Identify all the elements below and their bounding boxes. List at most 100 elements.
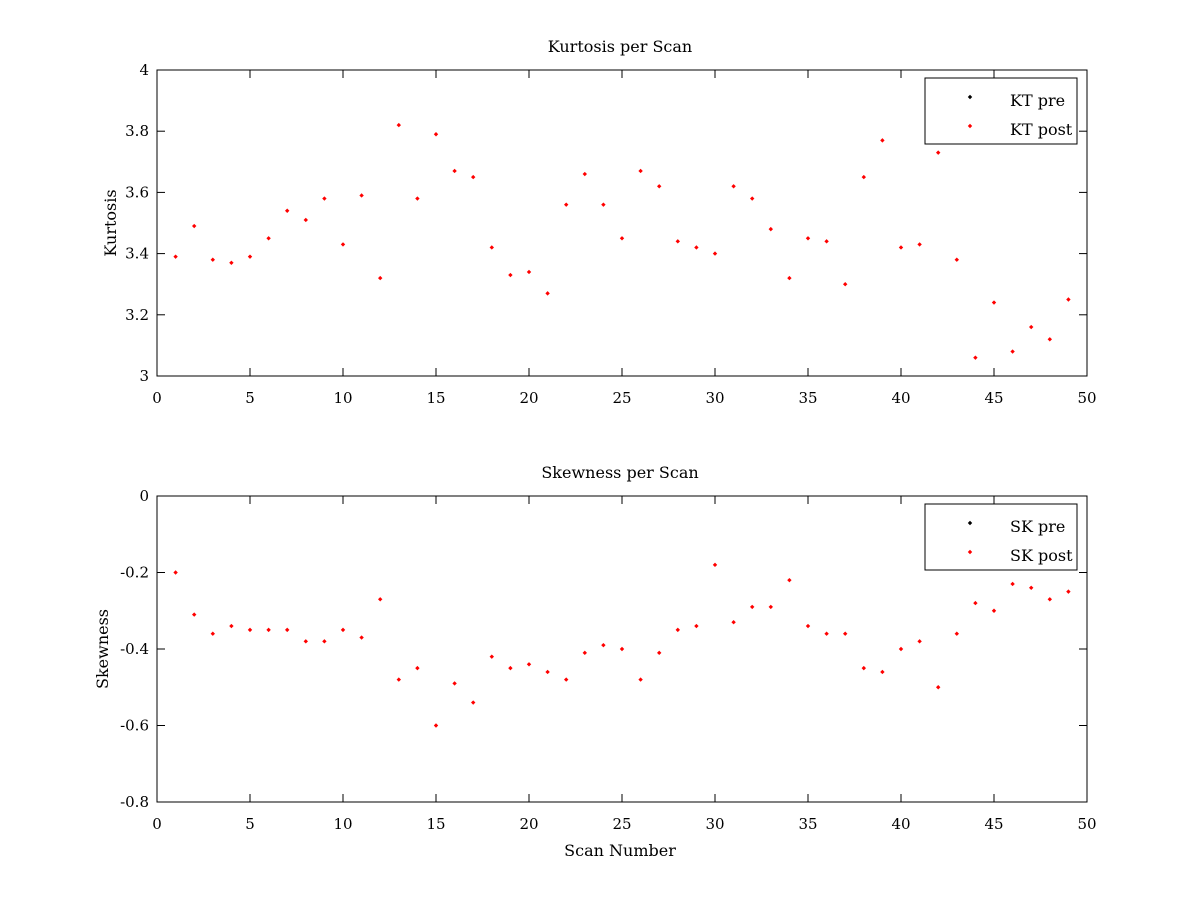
kurtosis-data-point bbox=[489, 245, 494, 250]
skewness-x-axis-label: Scan Number bbox=[564, 841, 676, 860]
kurtosis-x-tick-label: 10 bbox=[333, 389, 352, 407]
kurtosis-x-tick-label: 5 bbox=[245, 389, 255, 407]
kurtosis-y-tick-label: 3.2 bbox=[125, 306, 149, 324]
kurtosis-data-point bbox=[285, 208, 290, 213]
kurtosis-data-point bbox=[415, 196, 420, 201]
skewness-data-point bbox=[973, 600, 978, 606]
kurtosis-data-point bbox=[861, 174, 866, 180]
skewness-data-point bbox=[508, 665, 513, 671]
skewness-data-point bbox=[266, 627, 271, 633]
skewness-data-point bbox=[415, 665, 420, 671]
kurtosis-x-tick-label: 45 bbox=[984, 389, 1003, 407]
skewness-data-point bbox=[843, 631, 848, 636]
skewness-x-tick-label: 45 bbox=[984, 815, 1003, 833]
skewness-data-point bbox=[526, 662, 532, 667]
skewness-data-point bbox=[601, 642, 606, 648]
kurtosis-data-point bbox=[1047, 337, 1052, 342]
skewness-data-point bbox=[247, 627, 253, 633]
skewness-data-point bbox=[619, 646, 625, 652]
kurtosis-data-point bbox=[601, 202, 606, 207]
kurtosis-data-points bbox=[173, 122, 1071, 360]
kurtosis-data-point bbox=[694, 245, 699, 250]
kurtosis-data-point bbox=[731, 184, 736, 189]
kurtosis-data-point bbox=[508, 272, 513, 278]
skewness-legend-box bbox=[924, 503, 1078, 571]
kurtosis-data-point bbox=[787, 275, 792, 281]
skewness-data-point bbox=[322, 639, 327, 644]
skewness-data-point bbox=[192, 612, 197, 617]
kurtosis-chart-title: Kurtosis per Scan bbox=[548, 37, 692, 56]
skewness-data-point bbox=[545, 669, 550, 675]
skewness-legend-diamond bbox=[967, 520, 973, 526]
kurtosis-x-tick-label: 20 bbox=[519, 389, 538, 407]
kurtosis-data-point bbox=[545, 291, 550, 296]
kurtosis-data-point bbox=[619, 236, 625, 241]
skewness-x-ticks: 0 5 10 15 20 25 30 35 40 45 50 bbox=[152, 496, 1097, 833]
skewness-x-tick-label: 35 bbox=[798, 815, 817, 833]
skewness-data-point bbox=[731, 620, 736, 625]
kurtosis-data-point bbox=[824, 239, 829, 244]
skewness-data-point bbox=[1066, 589, 1071, 594]
skewness-data-point bbox=[433, 723, 439, 728]
kurtosis-x-tick-label: 35 bbox=[798, 389, 817, 407]
kurtosis-y-ticks: 3 3.2 3.4 3.6 3.8 4 bbox=[125, 61, 1087, 385]
kurtosis-legend-label-post: KT post bbox=[1010, 120, 1073, 139]
kurtosis-data-point bbox=[266, 236, 271, 241]
kurtosis-data-point bbox=[1029, 324, 1034, 330]
skewness-legend-diamond bbox=[967, 549, 973, 555]
kurtosis-data-point bbox=[303, 217, 308, 223]
skewness-data-point bbox=[861, 665, 866, 671]
kurtosis-x-tick-label: 0 bbox=[152, 389, 162, 407]
skewness-data-point bbox=[954, 631, 959, 636]
kurtosis-y-tick-label: 3.6 bbox=[125, 183, 149, 201]
skewness-data-point bbox=[936, 685, 941, 690]
kurtosis-x-tick-label: 40 bbox=[891, 389, 910, 407]
skewness-data-point bbox=[750, 604, 755, 610]
kurtosis-data-point bbox=[247, 254, 253, 259]
skewness-data-point bbox=[824, 631, 829, 636]
skewness-x-tick-label: 50 bbox=[1077, 815, 1096, 833]
skewness-legend-marker-pre bbox=[967, 520, 973, 526]
skewness-legend: SK pre SK post bbox=[924, 503, 1078, 571]
kurtosis-y-tick-label: 3.8 bbox=[125, 122, 149, 140]
skewness-data-point bbox=[303, 639, 308, 644]
skewness-data-point bbox=[657, 650, 662, 656]
kurtosis-data-point bbox=[564, 202, 569, 207]
kurtosis-y-axis-label: Kurtosis bbox=[101, 189, 120, 256]
skewness-legend-label-pre: SK pre bbox=[1010, 517, 1065, 536]
skewness-y-tick-label: 0 bbox=[139, 487, 149, 505]
skewness-data-point bbox=[396, 677, 401, 682]
kurtosis-data-point bbox=[582, 171, 587, 177]
skewness-data-point bbox=[1010, 581, 1015, 587]
skewness-legend-marker-post bbox=[967, 549, 973, 555]
kurtosis-y-tick-label: 4 bbox=[139, 61, 149, 79]
kurtosis-legend-marker-post bbox=[967, 123, 973, 129]
skewness-subplot: Skewness per Scan 0 5 10 15 20 25 30 35 40 45 50 -… bbox=[93, 463, 1097, 860]
kurtosis-legend-diamond bbox=[967, 123, 973, 129]
skewness-x-tick-label: 40 bbox=[891, 815, 910, 833]
skewness-y-tick-label: -0.2 bbox=[120, 564, 149, 582]
skewness-data-point bbox=[210, 631, 215, 636]
kurtosis-x-tick-label: 50 bbox=[1077, 389, 1096, 407]
kurtosis-y-tick-label: 3 bbox=[139, 367, 149, 385]
skewness-y-tick-label: -0.8 bbox=[120, 793, 149, 811]
kurtosis-legend-label-pre: KT pre bbox=[1010, 91, 1065, 110]
kurtosis-data-point bbox=[880, 138, 885, 143]
kurtosis-data-point bbox=[768, 226, 773, 232]
kurtosis-data-point bbox=[229, 260, 234, 265]
kurtosis-legend: KT pre KT post bbox=[924, 77, 1078, 145]
kurtosis-data-point bbox=[805, 236, 811, 241]
skewness-x-tick-label: 10 bbox=[333, 815, 352, 833]
skewness-y-axis-label: Skewness bbox=[93, 609, 112, 689]
kurtosis-data-point bbox=[173, 254, 178, 259]
kurtosis-legend-box bbox=[924, 77, 1078, 145]
kurtosis-legend-diamond bbox=[967, 94, 973, 100]
kurtosis-data-point bbox=[973, 355, 978, 360]
kurtosis-subplot: Kurtosis per Scan 0 5 10 15 20 25 30 35 40 45 50 3… bbox=[101, 37, 1097, 407]
skewness-data-point bbox=[991, 608, 997, 613]
skewness-data-point bbox=[452, 681, 457, 686]
kurtosis-data-point bbox=[843, 282, 848, 287]
skewness-data-point bbox=[564, 677, 569, 682]
skewness-legend-label-post: SK post bbox=[1010, 546, 1073, 565]
